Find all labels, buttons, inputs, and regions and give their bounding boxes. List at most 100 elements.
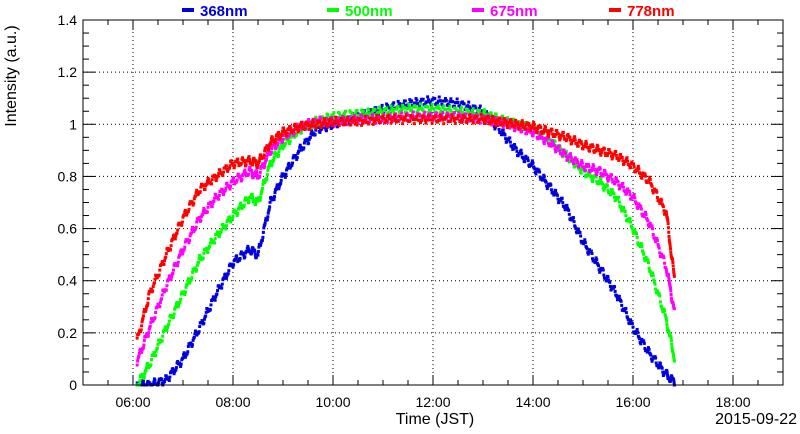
data-point — [426, 118, 430, 122]
data-point — [285, 134, 289, 138]
data-point — [568, 135, 572, 139]
data-point — [558, 136, 562, 140]
data-point — [654, 188, 658, 192]
data-point — [235, 178, 239, 182]
data-point — [610, 177, 614, 181]
data-point — [586, 174, 590, 178]
data-point — [370, 111, 374, 115]
data-point — [174, 366, 178, 370]
data-point — [206, 176, 210, 180]
data-point — [263, 223, 267, 227]
data-point — [606, 151, 610, 155]
data-point — [419, 102, 422, 106]
data-point — [205, 247, 209, 251]
data-point — [305, 139, 309, 143]
data-point — [185, 213, 189, 217]
data-point — [204, 184, 208, 188]
data-point — [173, 262, 177, 266]
data-point — [277, 184, 281, 188]
data-point — [578, 168, 582, 172]
data-point — [654, 356, 658, 360]
data-point — [288, 132, 292, 136]
data-point — [507, 138, 511, 142]
data-point — [573, 135, 577, 139]
data-point — [506, 124, 510, 128]
data-point — [645, 350, 649, 354]
data-point — [363, 116, 367, 120]
data-point — [360, 115, 364, 119]
data-point — [333, 119, 337, 123]
data-point — [366, 113, 370, 117]
data-point — [553, 135, 557, 139]
data-point — [666, 373, 670, 377]
data-point — [156, 342, 160, 346]
data-point — [658, 362, 662, 366]
data-point — [575, 158, 579, 162]
data-point — [580, 159, 584, 163]
data-point — [649, 353, 653, 357]
data-point — [520, 129, 524, 133]
data-point — [326, 121, 330, 125]
data-point — [573, 225, 577, 229]
data-point — [202, 184, 206, 188]
data-point — [208, 241, 212, 245]
data-point — [329, 118, 333, 122]
data-point — [138, 379, 142, 383]
data-point — [170, 274, 174, 278]
data-point — [636, 330, 640, 334]
data-point — [549, 183, 553, 187]
data-point — [569, 155, 573, 159]
data-point — [582, 166, 586, 170]
data-point — [644, 255, 648, 259]
data-point — [626, 317, 630, 321]
data-point — [660, 366, 664, 370]
data-point — [542, 128, 546, 132]
data-point — [221, 193, 225, 197]
data-point — [225, 181, 229, 185]
data-point — [140, 320, 144, 324]
data-point — [242, 203, 246, 207]
data-point — [613, 285, 617, 289]
data-point — [141, 379, 145, 383]
data-point — [576, 161, 580, 165]
y-tick-label: 1 — [69, 116, 77, 132]
data-point — [372, 111, 376, 115]
data-point — [398, 114, 402, 118]
data-point — [416, 109, 420, 113]
data-point — [272, 155, 276, 159]
data-point — [227, 166, 231, 170]
data-point — [667, 332, 671, 336]
data-point — [508, 140, 512, 144]
data-point — [199, 219, 203, 223]
data-point — [595, 258, 599, 262]
data-point — [189, 278, 193, 282]
data-point — [650, 359, 654, 363]
data-point — [672, 381, 676, 385]
data-point — [471, 121, 475, 125]
data-point — [202, 206, 206, 210]
data-point — [455, 117, 459, 121]
data-point — [581, 147, 585, 151]
data-point — [448, 115, 452, 119]
data-point — [283, 144, 287, 148]
data-point — [189, 231, 193, 235]
data-point — [561, 201, 565, 205]
data-point — [561, 130, 565, 134]
data-point — [408, 98, 412, 102]
data-point — [602, 172, 606, 176]
data-point — [662, 209, 666, 213]
data-point — [617, 183, 621, 187]
data-point — [670, 345, 674, 349]
data-point — [251, 198, 255, 202]
data-point — [523, 160, 527, 164]
data-point — [403, 118, 407, 122]
data-point — [216, 174, 220, 178]
data-point — [629, 220, 633, 224]
data-point — [391, 107, 395, 111]
data-point — [291, 161, 295, 165]
data-point — [534, 127, 538, 131]
data-point — [411, 105, 415, 109]
data-point — [394, 118, 397, 122]
data-point — [270, 147, 274, 151]
data-point — [445, 114, 449, 118]
